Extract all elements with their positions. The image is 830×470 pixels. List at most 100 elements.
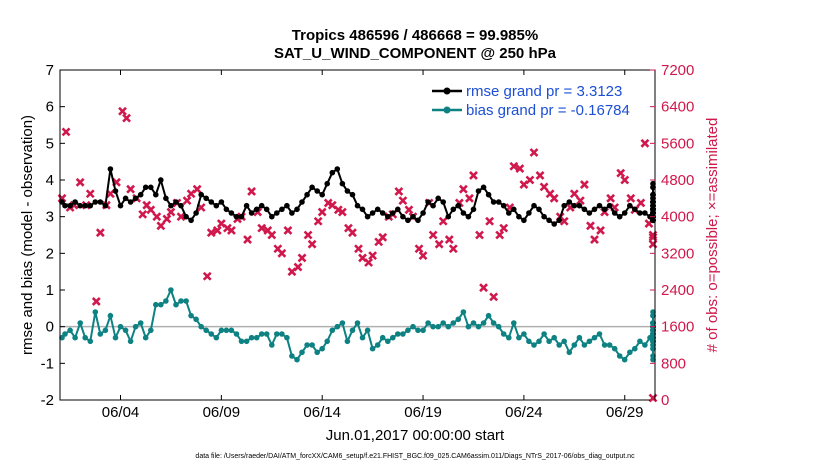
rmse-point — [420, 210, 426, 216]
obs-point — [202, 271, 212, 281]
obs-point — [348, 228, 357, 238]
obs-point — [465, 193, 474, 203]
rmse-point — [374, 206, 381, 213]
rmse-point — [379, 210, 386, 216]
rmse-point — [586, 210, 593, 216]
rmse-point — [299, 199, 305, 205]
bias-point — [87, 338, 94, 345]
obs-point — [122, 113, 131, 123]
bias-point — [59, 334, 65, 341]
bias-point — [546, 338, 552, 345]
legend-bias-label: bias grand pr = -0.16784 — [466, 102, 630, 119]
bias-point — [650, 353, 656, 359]
obs-point — [95, 228, 105, 238]
rmse-point — [561, 202, 567, 209]
bias-point — [97, 331, 104, 337]
bias-point — [354, 320, 361, 326]
rmse-point — [627, 202, 633, 209]
bias-point — [425, 320, 431, 326]
rmse-point — [203, 195, 209, 202]
rmse-point — [142, 184, 149, 191]
rmse-point — [87, 202, 94, 209]
rmse-point — [137, 191, 144, 198]
bias-point — [445, 323, 452, 330]
rmse-point — [425, 199, 431, 205]
bias-point — [208, 331, 215, 337]
y-right-tick-label: 2400 — [661, 282, 694, 299]
obs-point — [448, 244, 458, 254]
bias-point — [213, 334, 220, 341]
rmse-point — [223, 206, 230, 213]
x-tick-label: 06/04 — [102, 404, 140, 421]
rmse-point — [611, 210, 618, 216]
rmse-point — [274, 210, 280, 216]
rmse-point — [59, 199, 65, 205]
rmse-point — [596, 202, 603, 209]
obs-point — [166, 207, 176, 217]
obs-point — [313, 216, 323, 226]
axes: 06/04 06/09 06/14 06/19 06/24 06/29 -2 -1 0 1 2 3 4 5… — [41, 62, 695, 421]
bias-point — [506, 334, 512, 341]
y-left-tick-label: 7 — [46, 62, 54, 79]
y-left-tick-label: 6 — [46, 99, 54, 116]
rmse-point — [158, 177, 164, 183]
y-left-tick-label: 5 — [46, 135, 54, 152]
rmse-point — [228, 210, 235, 216]
obs-point — [438, 216, 448, 226]
obs-point — [616, 168, 626, 178]
bias-point — [263, 331, 270, 337]
legend-box — [428, 77, 650, 121]
bias-point — [137, 320, 144, 326]
bias-point — [521, 331, 527, 337]
rmse-point — [163, 195, 169, 202]
rmse-point — [650, 206, 656, 213]
rmse-point — [364, 213, 371, 220]
obs-assimilated-markers — [57, 106, 658, 403]
bias-point — [349, 327, 356, 334]
obs-point — [495, 230, 505, 240]
obs-point — [61, 127, 71, 137]
bias-point — [400, 331, 406, 337]
obs-point — [337, 207, 347, 217]
bias-point — [122, 327, 129, 334]
rmse-point — [495, 199, 502, 205]
rmse-point — [500, 202, 507, 209]
obs-point — [575, 196, 585, 206]
bias-point — [112, 334, 119, 341]
bias-point — [369, 345, 376, 352]
rmse-point — [591, 206, 598, 213]
rmse-point — [279, 206, 285, 213]
rmse-point — [329, 169, 336, 176]
rmse-point — [294, 206, 300, 213]
rmse-point — [208, 199, 215, 205]
rmse-point — [233, 213, 240, 220]
bias-point — [596, 331, 603, 337]
rmse-point — [263, 206, 270, 213]
bias-point — [410, 323, 416, 330]
bias-point — [642, 342, 648, 348]
bias-point — [621, 356, 628, 363]
obs-point — [469, 170, 478, 180]
rmse-point — [556, 217, 562, 224]
obs-point — [596, 225, 605, 235]
rmse-point — [238, 213, 245, 220]
bias-point — [390, 334, 396, 341]
rmse-point — [324, 180, 331, 187]
bias-point — [168, 287, 174, 293]
rmse-point — [218, 199, 225, 205]
obs-point — [499, 223, 509, 233]
rmse-point — [445, 213, 452, 220]
rmse-point — [97, 199, 104, 205]
bias-point — [173, 301, 179, 308]
bias-point — [541, 331, 547, 337]
y-left-tick-label: 0 — [46, 319, 54, 336]
bias-point — [344, 338, 351, 345]
bias-series — [59, 287, 656, 363]
bias-point — [450, 320, 457, 326]
rmse-point — [485, 191, 492, 198]
legend-rmse-marker — [443, 87, 451, 95]
bias-point — [289, 353, 295, 359]
bias-point — [490, 320, 497, 326]
bias-point — [420, 327, 426, 334]
obs-point — [626, 193, 636, 203]
